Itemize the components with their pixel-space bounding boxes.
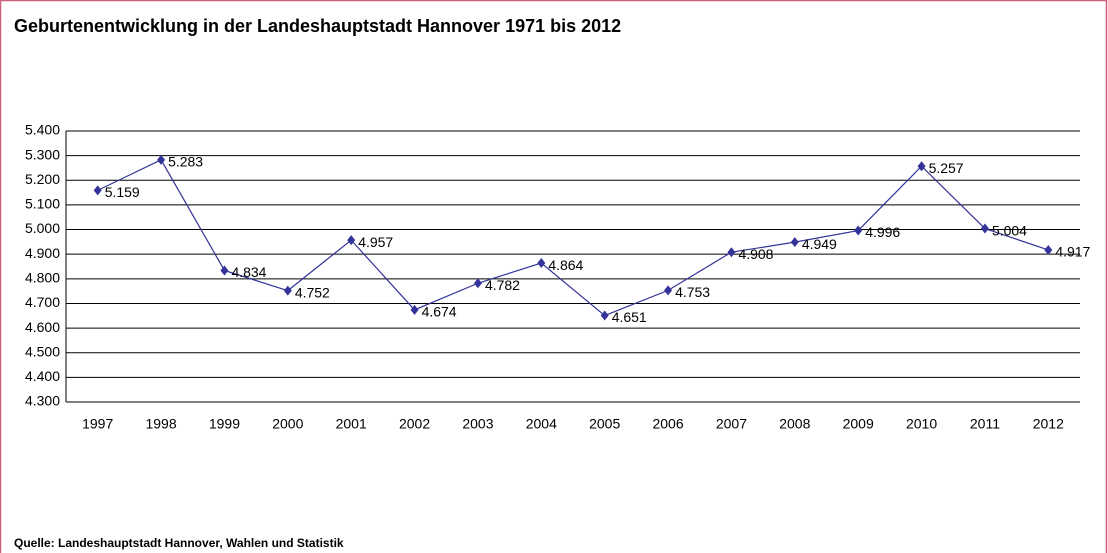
x-tick-label: 2004 [526,416,557,432]
marker [220,265,229,276]
x-tick-label: 2006 [652,416,683,432]
line [97,159,1049,317]
x-tick-label: 2011 [970,416,1000,432]
data-label: 5.257 [929,160,964,176]
data-label: 4.834 [231,264,266,280]
data-label: 4.782 [485,277,520,293]
marker [917,161,926,172]
marker [410,304,419,315]
data-label: 4.674 [422,304,457,320]
y-tick-label: 5.100 [25,196,60,212]
data-label: 4.949 [802,236,837,252]
marker [473,278,482,289]
y-tick-label: 5.400 [25,122,60,138]
source: Quelle: Landeshauptstadt Hannover, Wahle… [14,536,344,550]
data-label: 4.996 [865,224,900,240]
marker [157,154,166,165]
marker [347,235,356,246]
data-label: 4.957 [358,234,393,250]
x-tick-label: 1999 [209,416,240,432]
y-tick-label: 5.300 [25,146,60,162]
x-tick-label: 2005 [589,416,620,432]
x-tick-label: 2002 [399,416,430,432]
data-label: 4.864 [548,257,583,273]
data-label: 5.159 [105,184,140,200]
y-tick-label: 4.600 [25,319,60,335]
data-label: 4.752 [295,284,330,300]
marker [727,247,736,258]
x-tick-label: 2009 [843,416,874,432]
x-tick-label: 2000 [272,416,303,432]
y-tick-label: 5.000 [25,220,60,236]
marker [537,258,546,269]
x-tick-label: 2008 [779,416,810,432]
y-tick-label: 4.800 [25,270,60,286]
marker [980,223,989,234]
marker [283,285,292,296]
chart-title: Geburtenentwicklung in der Landeshauptst… [14,16,621,36]
marker [1044,244,1053,255]
y-tick-label: 5.200 [25,171,60,187]
data-label: 4.917 [1055,244,1090,260]
marker [664,285,673,296]
marker [93,185,102,196]
x-tick-label: 1997 [82,416,113,432]
y-tick-label: 4.700 [25,294,60,310]
marker [600,310,609,321]
y-tick-label: 4.300 [25,393,60,409]
marker [790,237,799,248]
y-tick-label: 4.400 [25,368,60,384]
y-tick-label: 4.900 [25,245,60,261]
x-tick-label: 2007 [716,416,747,432]
data-label: 5.283 [168,154,203,170]
y-tick-label: 4.500 [25,343,60,359]
x-tick-label: 1998 [145,416,176,432]
data-label: 4.651 [612,309,647,325]
x-tick-label: 2001 [336,416,367,432]
marker [854,225,863,236]
x-tick-label: 2003 [462,416,493,432]
data-label: 5.004 [992,222,1027,238]
data-label: 4.753 [675,284,710,300]
x-tick-label: 2010 [906,416,937,432]
x-tick-label: 2012 [1033,416,1064,432]
data-label: 4.908 [738,246,773,262]
